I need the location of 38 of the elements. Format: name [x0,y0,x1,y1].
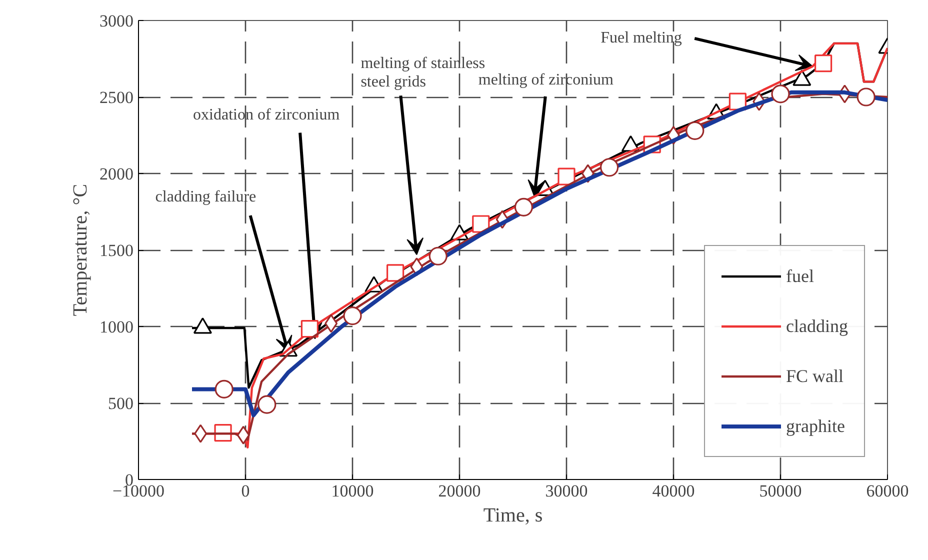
point [194,424,208,443]
y-tick-label: 1500 [100,241,134,260]
legend-label: cladding [786,316,848,336]
legend-label: fuel [786,266,814,286]
x-tick-label: 10000 [331,482,374,500]
x-tick-label: 50000 [759,482,802,500]
point [343,306,362,326]
y-tick-label: 3000 [100,12,134,30]
x-tick-label: 30000 [545,482,588,500]
annotation: cladding failure [155,188,256,206]
x-tick-label: 60000 [866,482,909,500]
point [472,215,490,233]
x-tick-label: 40000 [652,482,695,500]
point [514,198,533,216]
y-tick-label: 1000 [100,318,134,336]
x-axis-title: Time, s [483,504,543,526]
point [428,246,448,266]
point [214,380,234,399]
x-tick-label: 0 [241,482,250,500]
point [856,88,876,106]
y-axis-title: Temperature, °C [70,184,92,316]
point [558,168,576,186]
annotation: Fuel melting [600,29,682,46]
y-tick-label: 500 [108,394,134,413]
point [324,314,338,333]
point [258,395,276,414]
y-tick-label: 2000 [100,164,134,184]
legend-label: FC wall [786,366,844,386]
point [300,320,318,338]
point [771,84,790,104]
point [386,264,404,282]
point [600,158,619,177]
y-tick-label: 2500 [100,88,134,107]
x-tick-label: 20000 [438,482,481,500]
point [814,54,832,72]
point [686,121,704,140]
point [236,426,250,444]
legend-label: graphite [786,416,845,436]
